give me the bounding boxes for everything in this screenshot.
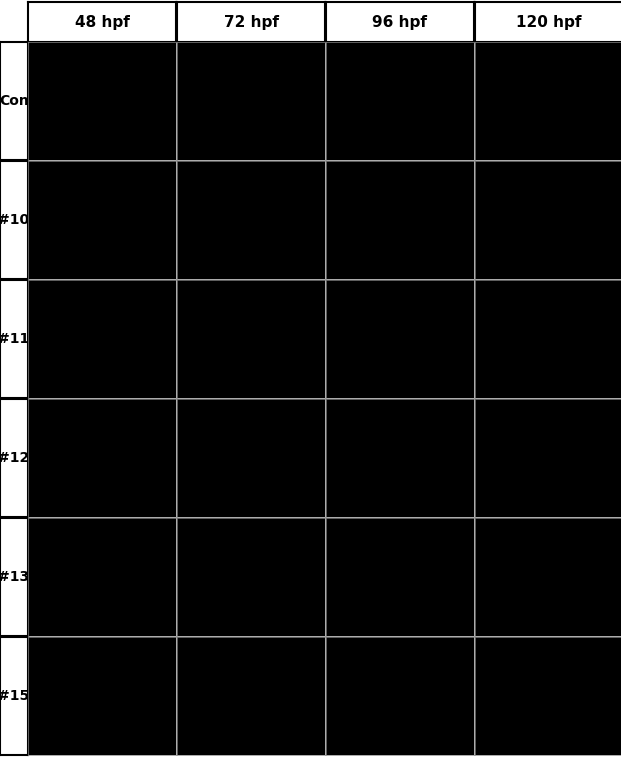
Text: 48 hpf: 48 hpf: [75, 14, 129, 30]
Text: 120 hpf: 120 hpf: [516, 14, 582, 30]
Text: #13: #13: [0, 570, 30, 584]
Text: #15: #15: [0, 689, 30, 703]
Text: Con: Con: [0, 94, 29, 108]
Text: #12: #12: [0, 451, 30, 465]
Text: 72 hpf: 72 hpf: [224, 14, 278, 30]
Text: #11: #11: [0, 332, 30, 346]
Text: #10: #10: [0, 213, 30, 227]
Text: 96 hpf: 96 hpf: [373, 14, 427, 30]
